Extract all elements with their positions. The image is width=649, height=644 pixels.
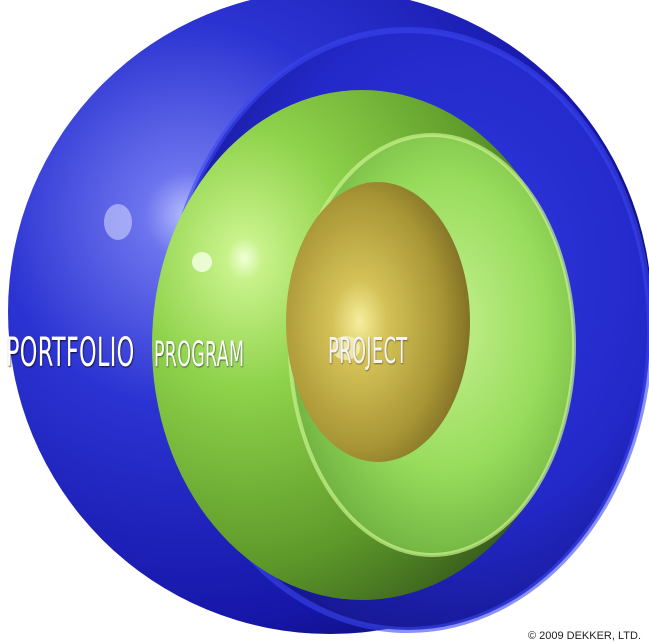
project-label: PROJECT [328,331,408,372]
middle-highlight [192,252,212,272]
program-label: PROGRAM [154,335,245,375]
portfolio-label: PORTFOLIO [6,330,135,376]
outer-highlight [104,204,132,240]
inner-highlight [332,336,360,360]
copyright-notice: © 2009 DEKKER, LTD. [527,630,641,642]
inner-sphere [286,182,470,462]
